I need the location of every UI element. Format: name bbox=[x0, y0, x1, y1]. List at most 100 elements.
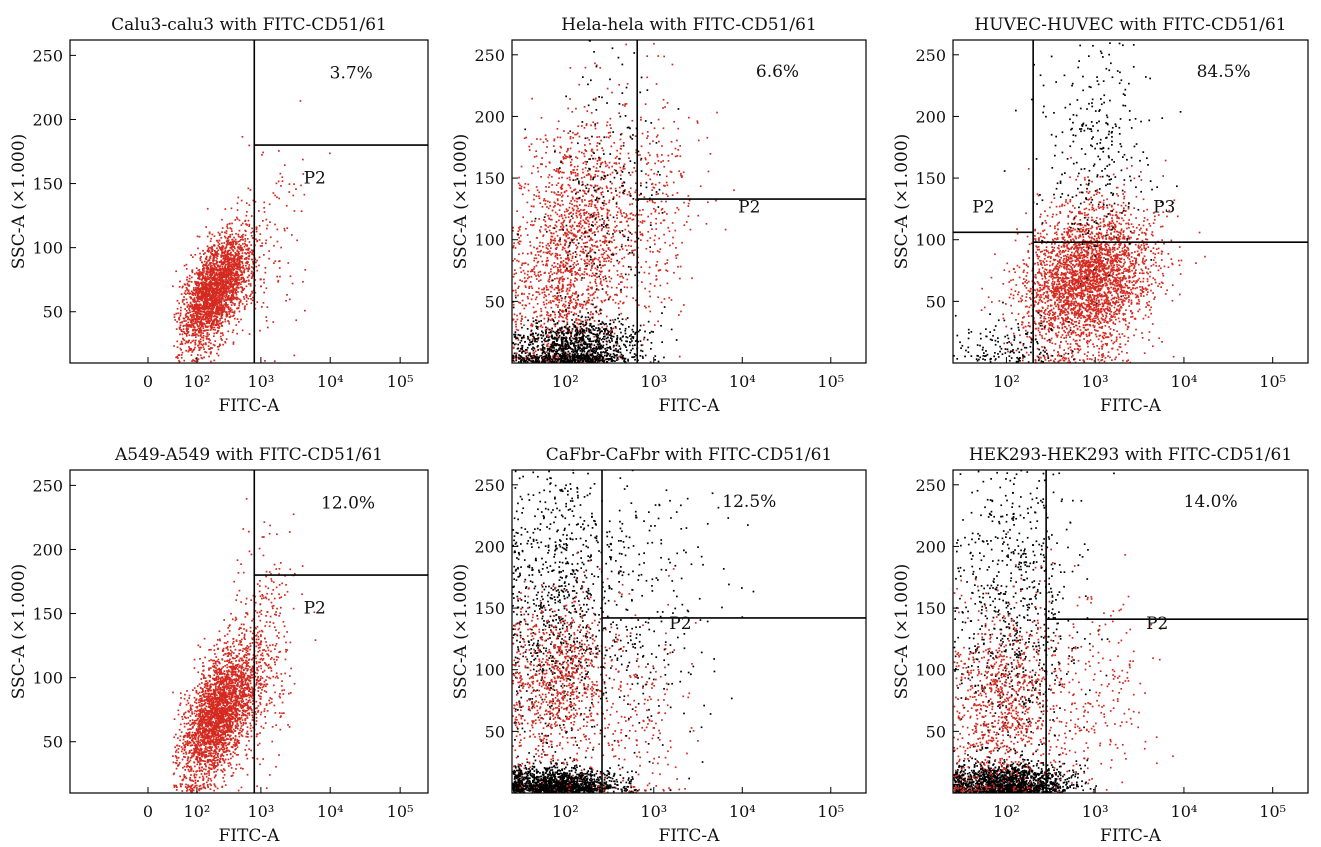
data-point bbox=[576, 206, 578, 208]
data-point bbox=[550, 286, 552, 288]
data-point bbox=[575, 212, 577, 214]
data-point bbox=[596, 276, 598, 278]
data-point bbox=[249, 224, 251, 226]
data-point bbox=[588, 201, 590, 203]
data-point bbox=[230, 262, 232, 264]
data-point bbox=[632, 120, 634, 122]
data-point bbox=[241, 248, 243, 250]
data-point bbox=[580, 251, 582, 253]
data-point bbox=[245, 223, 247, 225]
data-point bbox=[605, 237, 607, 239]
data-point bbox=[329, 153, 331, 155]
data-point bbox=[561, 215, 563, 217]
data-point bbox=[222, 332, 224, 334]
data-point bbox=[562, 204, 564, 206]
data-point bbox=[580, 326, 582, 328]
data-point bbox=[227, 296, 229, 298]
data-point bbox=[641, 281, 643, 283]
data-point bbox=[578, 225, 580, 227]
data-point bbox=[588, 297, 590, 299]
data-point bbox=[587, 246, 589, 248]
data-point bbox=[219, 243, 221, 245]
x-tick-label: 10² bbox=[184, 372, 211, 391]
data-point bbox=[577, 125, 579, 127]
data-point bbox=[654, 127, 656, 129]
data-point bbox=[279, 276, 281, 278]
data-point bbox=[265, 242, 267, 244]
data-point bbox=[610, 261, 612, 263]
data-point bbox=[216, 288, 218, 290]
data-point bbox=[616, 287, 618, 289]
data-point bbox=[213, 264, 215, 266]
data-point bbox=[204, 261, 206, 263]
data-point bbox=[581, 273, 583, 275]
data-point bbox=[601, 147, 603, 149]
data-point bbox=[546, 245, 548, 247]
data-point bbox=[563, 221, 565, 223]
data-point bbox=[678, 314, 680, 316]
data-point bbox=[225, 208, 227, 210]
data-point bbox=[653, 173, 655, 175]
data-point bbox=[593, 297, 595, 299]
data-point bbox=[625, 319, 627, 321]
data-point bbox=[532, 270, 534, 272]
data-point bbox=[608, 167, 610, 169]
data-point bbox=[550, 291, 552, 293]
data-point bbox=[214, 235, 216, 237]
data-point bbox=[580, 305, 582, 307]
data-point bbox=[286, 227, 288, 229]
data-point bbox=[601, 215, 603, 217]
data-point bbox=[629, 345, 631, 347]
data-point bbox=[197, 319, 199, 321]
data-point bbox=[515, 321, 517, 323]
data-point bbox=[533, 247, 535, 249]
data-point bbox=[193, 300, 195, 302]
data-point bbox=[527, 278, 529, 280]
data-point bbox=[213, 255, 215, 257]
data-point bbox=[531, 143, 533, 145]
data-point bbox=[515, 326, 517, 328]
data-point bbox=[193, 311, 195, 313]
data-point bbox=[196, 324, 198, 326]
data-point bbox=[661, 201, 663, 203]
data-point bbox=[564, 298, 566, 300]
data-point bbox=[227, 272, 229, 274]
data-point bbox=[226, 293, 228, 295]
data-point bbox=[563, 130, 565, 132]
data-point bbox=[539, 271, 541, 273]
data-point bbox=[224, 274, 226, 276]
data-point bbox=[557, 128, 559, 130]
data-point bbox=[619, 192, 621, 194]
data-point bbox=[200, 355, 202, 357]
data-point bbox=[663, 234, 665, 236]
data-point bbox=[535, 254, 537, 256]
data-point bbox=[618, 84, 620, 86]
data-point bbox=[575, 172, 577, 174]
data-point bbox=[555, 256, 557, 258]
data-point bbox=[645, 261, 647, 263]
data-point bbox=[602, 188, 604, 190]
data-point bbox=[706, 223, 708, 225]
data-point bbox=[219, 234, 221, 236]
data-point bbox=[590, 238, 592, 240]
data-point bbox=[222, 263, 224, 265]
data-point bbox=[539, 242, 541, 244]
data-point bbox=[545, 229, 547, 231]
data-point bbox=[599, 225, 601, 227]
data-point bbox=[581, 246, 583, 248]
data-point bbox=[616, 217, 618, 219]
data-point bbox=[294, 210, 296, 212]
data-point bbox=[544, 291, 546, 293]
data-point bbox=[217, 245, 219, 247]
data-point bbox=[221, 243, 223, 245]
data-point bbox=[198, 347, 200, 349]
data-point bbox=[546, 146, 548, 148]
data-point bbox=[541, 163, 543, 165]
data-point bbox=[631, 203, 633, 205]
data-point bbox=[515, 247, 517, 249]
data-point bbox=[642, 222, 644, 224]
data-point bbox=[263, 292, 265, 294]
data-point bbox=[278, 150, 280, 152]
data-point bbox=[567, 195, 569, 197]
data-point bbox=[548, 302, 550, 304]
